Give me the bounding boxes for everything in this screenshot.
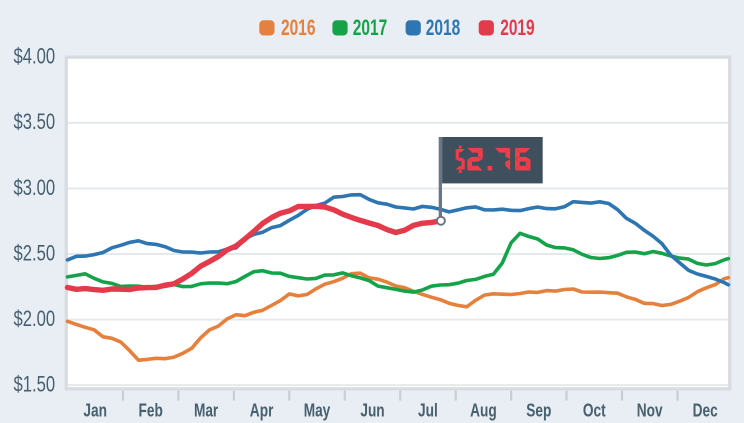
svg-text:Aug: Aug (470, 400, 497, 420)
svg-text:$4.00: $4.00 (14, 44, 56, 69)
svg-text:Oct: Oct (583, 400, 606, 420)
svg-text:Sep: Sep (526, 400, 551, 420)
svg-text:$3.50: $3.50 (14, 109, 56, 134)
svg-text:Jan: Jan (83, 400, 107, 420)
svg-text:Jun: Jun (360, 400, 384, 420)
svg-text:May: May (304, 400, 331, 420)
svg-text:2018: 2018 (426, 15, 461, 40)
svg-text:$2.50: $2.50 (14, 240, 56, 265)
svg-text:2019: 2019 (500, 15, 535, 40)
svg-text:2017: 2017 (353, 15, 388, 40)
svg-text:Feb: Feb (139, 400, 163, 420)
svg-text:$1.50: $1.50 (14, 371, 56, 396)
svg-text:Dec: Dec (693, 400, 718, 420)
svg-text:Apr: Apr (250, 400, 274, 420)
svg-text:2016: 2016 (281, 15, 316, 40)
svg-text:Mar: Mar (194, 400, 218, 420)
svg-text:Jul: Jul (418, 400, 438, 420)
svg-text:$2.00: $2.00 (14, 306, 56, 331)
svg-text:Nov: Nov (637, 400, 663, 420)
svg-text:$3.00: $3.00 (14, 175, 56, 200)
